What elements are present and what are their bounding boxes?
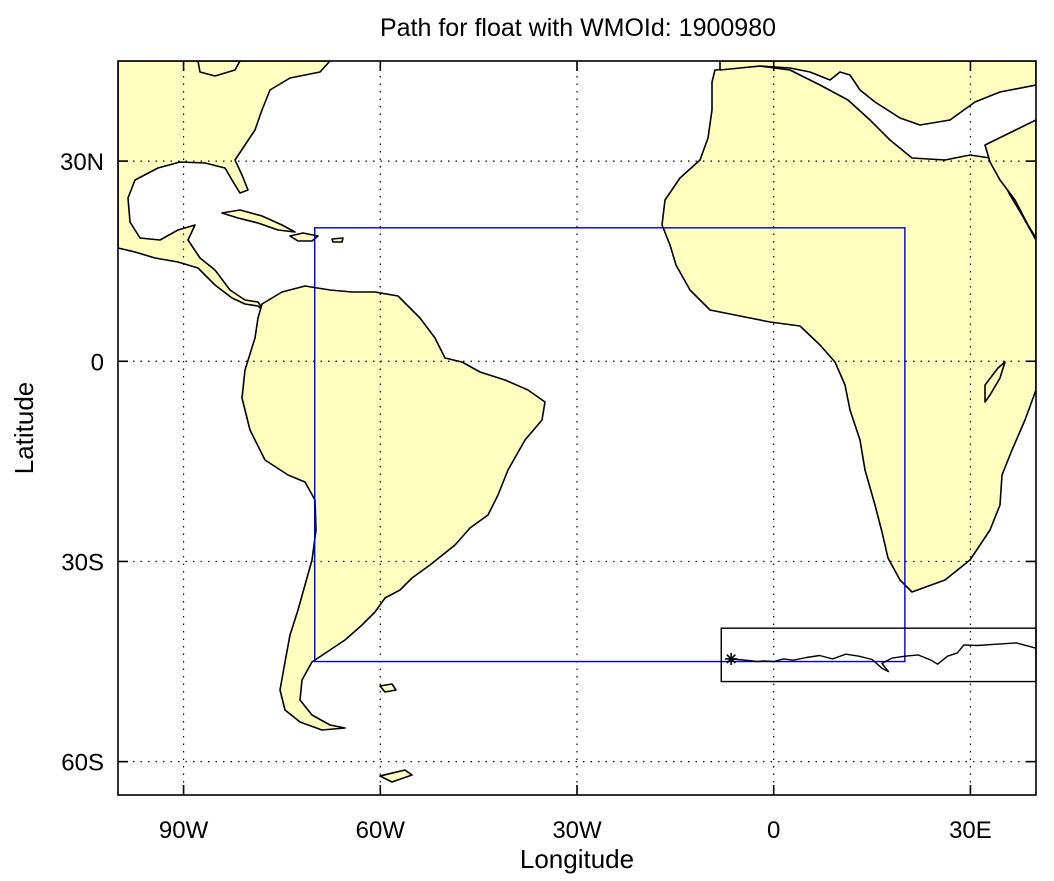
x-tick-label: 60W [356, 817, 406, 844]
region-box [314, 227, 906, 663]
falkland-islands [379, 683, 397, 693]
x-tick-label: 30E [949, 817, 992, 844]
arabia-landmass [984, 119, 1036, 239]
y-axis-label: Latitude [9, 382, 39, 475]
y-tick-label: 30S [61, 549, 104, 576]
gridlines [118, 61, 1036, 795]
madagascar-island [984, 361, 1006, 403]
y-tick-label: 0 [91, 349, 104, 376]
europe-landmass [719, 61, 1036, 126]
antarctic-peninsula [379, 769, 413, 783]
chart-title: Path for float with WMOId: 1900980 [380, 14, 776, 42]
x-tick-label: 0 [767, 817, 780, 844]
cuba-island [221, 209, 296, 233]
overlay-layer [314, 227, 1037, 683]
tick-layer: 90W 60W 30W 0 30E 30N 0 30S 60S [60, 61, 1036, 844]
x-tick-label: 90W [159, 817, 209, 844]
float-path-line [731, 642, 1037, 673]
africa-landmass [661, 65, 1036, 593]
x-tick-label: 30W [552, 817, 602, 844]
y-tick-label: 60S [61, 750, 104, 777]
x-axis-label: Longitude [520, 844, 634, 874]
arctic-island [197, 61, 241, 77]
land-layer [118, 61, 1036, 783]
north-america-landmass [118, 61, 331, 313]
puerto-rico-island [331, 237, 344, 243]
y-tick-label: 30N [60, 149, 104, 176]
float-start-marker [725, 652, 738, 665]
